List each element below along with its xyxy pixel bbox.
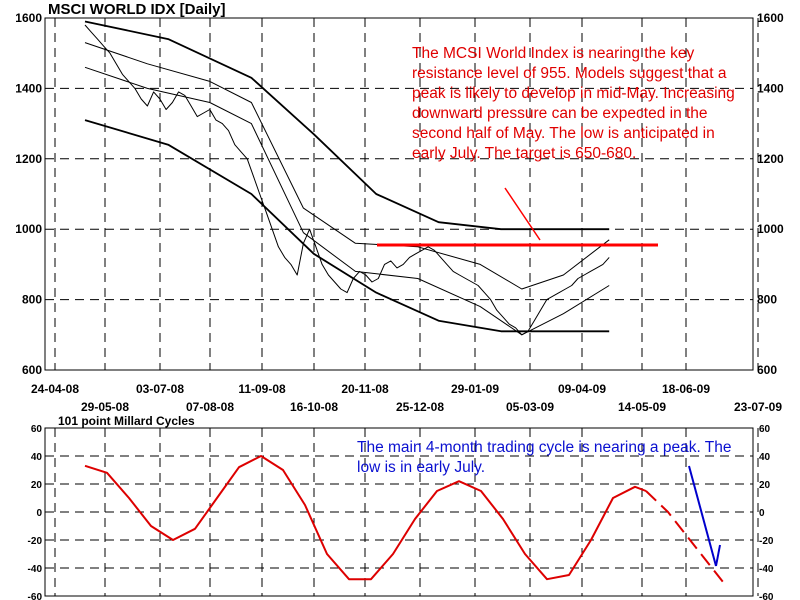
bottom-series [84,455,724,583]
top-x-axis: 24-04-08 03-07-08 11-09-08 20-11-08 29-01-09… [31,382,782,414]
top-ytick-left-1600: 1600 [15,11,42,25]
bottom-ytick-left-0: 0 [36,508,42,519]
top-xtick-lower-0: 29-05-08 [81,400,129,414]
annotation-arrow-top [504,187,541,241]
envelope-series-4 [84,119,610,333]
envelope-series-2 [84,42,610,290]
top-xtick-lower-2: 16-10-08 [290,400,338,414]
top-y-axis-right: 600 800 1000 1200 1400 1600 [757,11,784,377]
top-xtick-upper-1: 03-07-08 [136,382,184,396]
top-y-axis-left: 600 800 1000 1200 1400 1600 [15,11,42,377]
bottom-panel-frame [44,427,754,597]
top-ytick-left-800: 800 [22,293,42,307]
bottom-y-axis-left: -60 -40 -20 0 20 40 60 [28,424,43,600]
cycle-series [84,455,647,581]
chart-title: MSCI WORLD IDX [Daily] [48,1,226,18]
bottom-ytick-right-40: 40 [759,452,771,463]
top-xtick-lower-1: 07-08-08 [186,400,234,414]
top-ytick-left-1200: 1200 [15,152,42,166]
bottom-ytick-left--20: -20 [28,536,43,547]
top-ytick-right-1200: 1200 [757,152,784,166]
bottom-ytick-right--60: -60 [759,592,774,600]
envelope-series-1 [84,20,610,231]
top-series [84,20,610,336]
bottom-ytick-right--40: -40 [759,564,774,575]
annotation-arrow-bottom-tick [715,544,721,567]
top-xtick-lower-4: 05-03-09 [506,400,554,414]
bottom-ytick-left-40: 40 [31,452,43,463]
top-xtick-upper-3: 20-11-08 [341,382,389,396]
top-ytick-right-1600: 1600 [757,11,784,25]
top-xtick-upper-2: 11-09-08 [238,382,286,396]
top-xtick-lower-6: 23-07-09 [734,400,782,414]
top-xtick-lower-3: 25-12-08 [396,400,444,414]
top-xtick-upper-4: 29-01-09 [451,382,499,396]
bottom-ytick-right-20: 20 [759,480,771,491]
bottom-ytick-left-60: 60 [31,424,43,435]
top-panel-frame [44,17,754,371]
top-ytick-right-1000: 1000 [757,222,784,236]
top-ytick-right-600: 600 [757,363,777,377]
bottom-ytick-right--20: -20 [759,536,774,547]
bottom-ytick-left--40: -40 [28,564,43,575]
cycles-title: 101 point Millard Cycles [58,414,195,428]
envelope-series-3 [84,66,610,336]
bottom-ytick-left-20: 20 [31,480,43,491]
top-ytick-left-1000: 1000 [15,222,42,236]
bottom-y-axis-right: -60 -40 -20 0 20 40 60 [759,424,774,600]
annotation-top: The MCSI World Index is nearing the key … [412,45,735,162]
cycle-projection-series [645,490,724,583]
top-xtick-upper-5: 09-04-09 [558,382,606,396]
top-xtick-upper-0: 24-04-08 [31,382,79,396]
bottom-ytick-left--60: -60 [28,592,43,600]
top-ytick-left-600: 600 [22,363,42,377]
top-ytick-right-1400: 1400 [757,81,784,95]
top-ytick-left-1400: 1400 [15,81,42,95]
annotation-arrow-bottom [688,465,717,567]
bottom-ytick-right-0: 0 [759,508,765,519]
top-xtick-lower-5: 14-05-09 [618,400,666,414]
top-xtick-upper-6: 18-06-09 [662,382,710,396]
top-ytick-right-800: 800 [757,293,777,307]
bottom-ytick-right-60: 60 [759,424,771,435]
annotation-bottom: The main 4-month trading cycle is nearin… [357,439,732,476]
